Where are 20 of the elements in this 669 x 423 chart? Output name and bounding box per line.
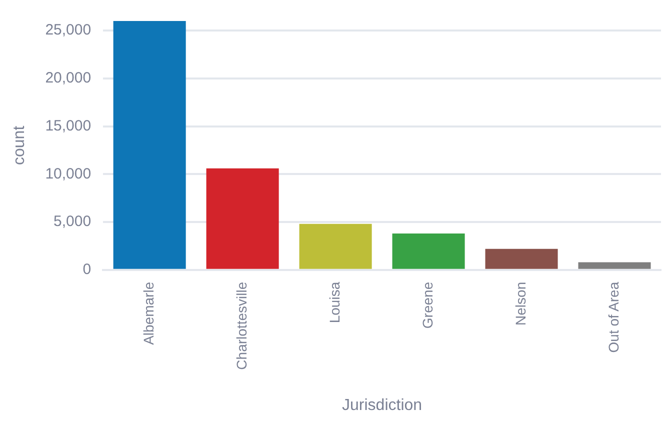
y-tick-label: 0	[82, 261, 92, 278]
x-tick-label: Charlottesville	[233, 282, 250, 370]
y-tick-label: 15,000	[45, 117, 92, 134]
bar	[392, 234, 465, 269]
x-axis-title: Jurisdiction	[342, 396, 422, 414]
x-tick-label: Nelson	[512, 282, 528, 326]
x-tick-label: Albemarle	[140, 282, 156, 345]
y-tick-label: 10,000	[45, 165, 92, 182]
bar	[578, 262, 651, 269]
bar	[206, 168, 279, 269]
bar	[299, 224, 372, 269]
y-tick-label: 5,000	[54, 213, 92, 230]
y-tick-label: 20,000	[45, 70, 92, 87]
y-tick-label: 25,000	[45, 22, 92, 39]
x-tick-label: Greene	[419, 282, 436, 329]
bar	[485, 248, 558, 269]
y-axis-title: count	[11, 125, 28, 166]
bar	[113, 21, 186, 269]
x-tick-label: Louisa	[326, 282, 342, 324]
x-tick-label: Out of Area	[605, 282, 622, 353]
